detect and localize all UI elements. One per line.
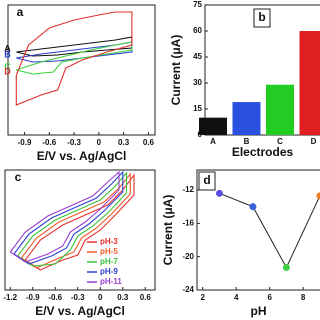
bar	[266, 84, 294, 135]
series-label: A	[4, 43, 11, 53]
cv-curve	[16, 41, 133, 75]
legend-label: pH-7	[100, 257, 118, 266]
x-axis-label: E/V vs. Ag/AgCl	[35, 304, 125, 318]
point	[316, 192, 320, 200]
x-tick-label: A	[210, 137, 216, 146]
trend-line	[219, 192, 320, 269]
cv-curve	[9, 170, 120, 263]
y-tick-label: 15	[193, 104, 202, 113]
x-tick-label: -0.6	[42, 138, 56, 147]
x-tick-label: 0	[97, 138, 102, 147]
x-tick-label: D	[311, 137, 317, 146]
y-tick-label: -24	[182, 285, 194, 294]
point	[215, 189, 223, 197]
y-tick-label: 30	[193, 78, 202, 87]
bar	[232, 102, 261, 135]
plot-frame	[196, 169, 320, 291]
x-axis-label: pH	[251, 304, 267, 318]
x-tick-label: 8	[301, 293, 306, 302]
y-tick-label: -16	[182, 218, 194, 227]
legend-label: pH-3	[100, 237, 118, 246]
x-axis-label: Electrodes	[232, 145, 294, 159]
series-label: D	[4, 66, 11, 76]
x-tick-label: -1.2	[3, 293, 17, 302]
plot-frame	[7, 4, 156, 136]
cv-curve	[15, 11, 133, 106]
x-tick-label: 0.3	[117, 293, 129, 302]
x-tick-label: -0.9	[18, 138, 32, 147]
y-tick-label: 60	[193, 26, 202, 35]
x-tick-label: 4	[234, 293, 239, 302]
legend-label: pH-9	[100, 267, 118, 276]
point	[282, 264, 290, 271]
x-tick-label: 0	[98, 293, 103, 302]
plot-frame	[4, 169, 156, 291]
point	[249, 203, 257, 211]
y-tick-label: 45	[193, 52, 202, 61]
cv-curve	[24, 173, 135, 271]
legend-label: pH-5	[100, 247, 118, 256]
bar	[299, 31, 320, 135]
cv-curve	[13, 170, 124, 265]
panel-label: c	[15, 170, 22, 184]
y-tick-label: -12	[182, 185, 194, 194]
y-axis-label: Current (μA)	[161, 195, 175, 266]
y-tick-label: -20	[182, 252, 194, 261]
x-tick-label: -0.3	[71, 293, 85, 302]
x-axis-label: E/V vs. Ag/AgCl	[37, 149, 127, 163]
y-tick-label: 75	[193, 0, 202, 9]
cv-curve	[17, 171, 128, 267]
panel-label: d	[203, 173, 210, 187]
legend-label: pH-11	[100, 277, 122, 286]
x-tick-label: 2	[200, 293, 205, 302]
panel-label: a	[17, 5, 24, 19]
x-tick-label: -0.6	[48, 293, 62, 302]
x-tick-label: 6	[267, 293, 272, 302]
x-tick-label: -0.3	[67, 138, 81, 147]
panel-label-box	[198, 171, 216, 191]
x-tick-label: 0.6	[140, 293, 152, 302]
series-label: C	[4, 61, 11, 71]
x-tick-label: 0.3	[118, 138, 130, 147]
x-tick-label: -0.9	[26, 293, 40, 302]
x-tick-label: B	[244, 137, 250, 146]
x-tick-label: 0.6	[143, 138, 155, 147]
x-tick-label: C	[277, 137, 283, 146]
panel-label: b	[258, 10, 265, 24]
panel-label-box	[253, 8, 271, 28]
series-label: B	[4, 49, 11, 59]
y-axis-label: Current (μA)	[169, 35, 183, 106]
bar	[199, 117, 227, 135]
